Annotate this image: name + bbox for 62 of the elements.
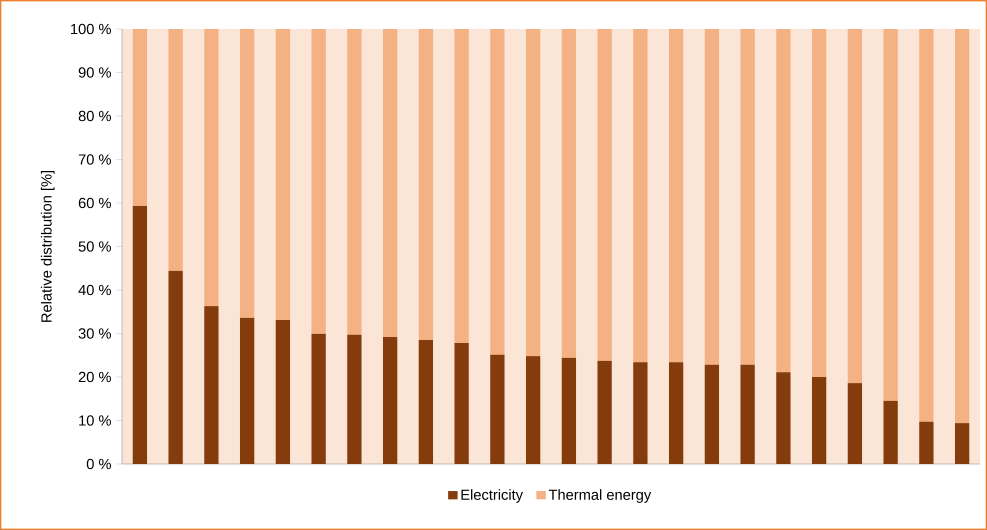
bar bbox=[704, 28, 720, 365]
bar bbox=[204, 306, 219, 464]
bar bbox=[562, 28, 576, 358]
bar bbox=[562, 358, 576, 464]
y-axis-title: Relative distribution [%] bbox=[40, 170, 55, 322]
y-tick-label: 80 % bbox=[78, 110, 111, 122]
legend-label: Thermal energy bbox=[548, 489, 652, 503]
y-tick-label: 90 % bbox=[78, 67, 111, 78]
bar bbox=[168, 28, 183, 271]
bar bbox=[668, 362, 684, 464]
bar bbox=[848, 383, 862, 464]
bar bbox=[311, 334, 326, 464]
bar bbox=[240, 318, 254, 464]
bar bbox=[633, 28, 648, 362]
bar bbox=[740, 364, 755, 464]
bar bbox=[347, 28, 362, 335]
bar bbox=[740, 28, 755, 365]
bar bbox=[204, 28, 219, 306]
y-tick-label: 50 % bbox=[78, 241, 111, 252]
bar bbox=[382, 28, 398, 337]
bar bbox=[454, 343, 469, 464]
bar bbox=[311, 28, 326, 334]
bar bbox=[276, 28, 290, 320]
bar bbox=[919, 28, 934, 422]
bar bbox=[776, 28, 791, 372]
bar bbox=[919, 422, 934, 464]
y-tick-label: 10 % bbox=[79, 415, 111, 426]
y-tick-label: 70 % bbox=[78, 154, 111, 165]
bar bbox=[276, 320, 290, 464]
bar bbox=[418, 28, 434, 340]
y-tick-label: 60 % bbox=[78, 198, 111, 208]
y-tick-label: 20 % bbox=[78, 372, 111, 382]
bar bbox=[382, 336, 398, 464]
bar bbox=[526, 28, 540, 356]
bar bbox=[633, 362, 648, 464]
bar bbox=[668, 28, 684, 362]
y-tick-label: 40 % bbox=[78, 284, 111, 296]
bar bbox=[954, 423, 970, 464]
bar bbox=[704, 364, 720, 464]
bar bbox=[812, 376, 826, 464]
bar bbox=[848, 28, 862, 384]
bar bbox=[347, 334, 362, 464]
bar bbox=[132, 206, 148, 464]
bar bbox=[418, 340, 434, 464]
bar bbox=[168, 270, 183, 464]
bar bbox=[954, 28, 970, 424]
bar bbox=[490, 354, 505, 464]
y-tick-label: 30 % bbox=[78, 328, 111, 339]
bar bbox=[490, 28, 505, 355]
bar bbox=[454, 28, 469, 344]
bar bbox=[526, 356, 540, 464]
bar bbox=[597, 28, 612, 361]
bar bbox=[812, 28, 826, 377]
bar bbox=[776, 372, 791, 464]
bar bbox=[597, 360, 612, 464]
bar bbox=[883, 400, 898, 464]
y-tick-label: 0 % bbox=[86, 458, 111, 470]
bar bbox=[240, 28, 254, 318]
bar bbox=[883, 28, 898, 401]
y-tick-label: 100 % bbox=[71, 24, 111, 34]
bar bbox=[132, 28, 148, 206]
legend-label: Electricity bbox=[461, 489, 523, 503]
